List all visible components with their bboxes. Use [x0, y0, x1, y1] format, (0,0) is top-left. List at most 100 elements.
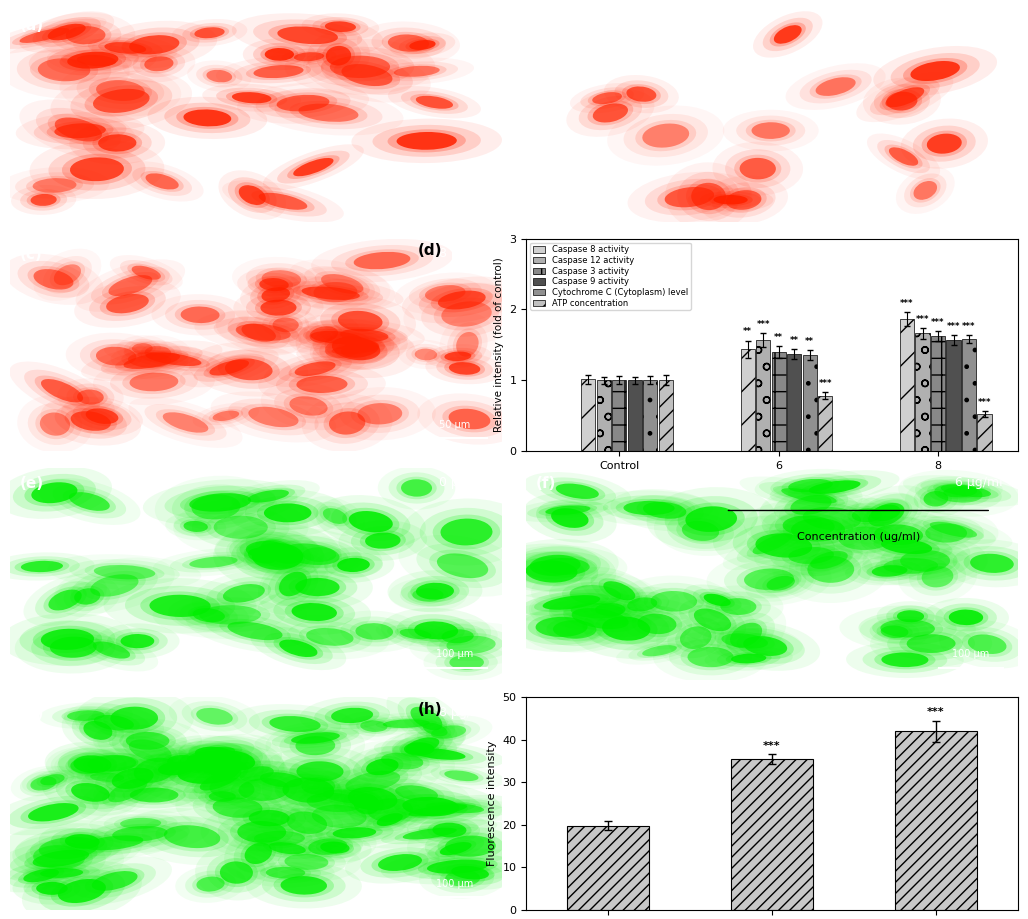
Ellipse shape: [858, 498, 912, 528]
Ellipse shape: [94, 719, 203, 763]
Ellipse shape: [73, 387, 108, 407]
Ellipse shape: [361, 847, 440, 878]
Ellipse shape: [704, 646, 793, 671]
Ellipse shape: [539, 504, 597, 516]
Bar: [978, 414, 992, 451]
Ellipse shape: [425, 345, 491, 369]
Ellipse shape: [570, 83, 645, 113]
Ellipse shape: [162, 413, 209, 433]
Ellipse shape: [845, 556, 934, 585]
Ellipse shape: [241, 833, 333, 863]
Ellipse shape: [341, 64, 393, 86]
Ellipse shape: [550, 596, 645, 624]
Ellipse shape: [195, 845, 278, 901]
Ellipse shape: [909, 516, 984, 550]
Text: 100 μm: 100 μm: [437, 879, 474, 889]
Ellipse shape: [406, 703, 447, 734]
Ellipse shape: [636, 499, 693, 521]
Ellipse shape: [243, 766, 320, 793]
Ellipse shape: [155, 822, 229, 852]
Ellipse shape: [603, 495, 695, 521]
Ellipse shape: [178, 747, 249, 774]
Ellipse shape: [47, 24, 85, 40]
Ellipse shape: [923, 598, 1008, 637]
Ellipse shape: [770, 473, 851, 498]
Ellipse shape: [169, 753, 273, 807]
Ellipse shape: [376, 621, 455, 647]
Ellipse shape: [444, 652, 489, 672]
Ellipse shape: [348, 511, 393, 532]
Ellipse shape: [184, 521, 208, 532]
Ellipse shape: [104, 823, 176, 844]
Ellipse shape: [323, 789, 374, 803]
Ellipse shape: [65, 834, 100, 849]
Ellipse shape: [381, 732, 457, 766]
Ellipse shape: [186, 607, 324, 654]
Ellipse shape: [446, 636, 495, 653]
Ellipse shape: [146, 352, 201, 366]
Ellipse shape: [289, 758, 351, 785]
Ellipse shape: [260, 865, 311, 880]
Ellipse shape: [258, 277, 404, 310]
Bar: [628, 380, 641, 451]
Ellipse shape: [414, 348, 437, 360]
Ellipse shape: [142, 816, 243, 857]
Ellipse shape: [262, 714, 328, 734]
Ellipse shape: [320, 505, 351, 527]
Ellipse shape: [847, 506, 886, 524]
Ellipse shape: [109, 28, 199, 62]
Ellipse shape: [0, 789, 116, 835]
Ellipse shape: [381, 794, 528, 822]
Ellipse shape: [327, 610, 421, 652]
Ellipse shape: [397, 132, 456, 150]
Ellipse shape: [953, 546, 1028, 581]
Ellipse shape: [87, 38, 162, 59]
Ellipse shape: [20, 99, 138, 160]
Ellipse shape: [536, 617, 588, 637]
Ellipse shape: [265, 721, 365, 769]
Ellipse shape: [180, 519, 212, 534]
Ellipse shape: [717, 650, 780, 667]
Ellipse shape: [284, 393, 333, 418]
Text: 8 μg/ml: 8 μg/ml: [439, 247, 487, 260]
Ellipse shape: [635, 119, 696, 152]
Ellipse shape: [395, 786, 438, 801]
Ellipse shape: [367, 799, 413, 822]
Ellipse shape: [145, 346, 171, 360]
Ellipse shape: [915, 476, 1002, 510]
Ellipse shape: [831, 523, 900, 553]
Ellipse shape: [910, 178, 941, 203]
Ellipse shape: [523, 472, 631, 510]
Ellipse shape: [256, 795, 358, 851]
Ellipse shape: [515, 608, 609, 645]
Ellipse shape: [79, 718, 117, 743]
Ellipse shape: [24, 868, 59, 882]
Ellipse shape: [622, 85, 661, 104]
Ellipse shape: [434, 347, 482, 365]
Ellipse shape: [50, 637, 97, 658]
Ellipse shape: [89, 286, 166, 321]
Ellipse shape: [400, 629, 432, 640]
Ellipse shape: [75, 834, 152, 853]
Ellipse shape: [362, 819, 498, 848]
Ellipse shape: [323, 508, 347, 524]
Ellipse shape: [226, 90, 278, 105]
Ellipse shape: [352, 119, 502, 163]
Ellipse shape: [0, 467, 112, 519]
Ellipse shape: [87, 754, 137, 772]
Ellipse shape: [214, 317, 313, 347]
Ellipse shape: [268, 842, 305, 855]
Ellipse shape: [208, 765, 234, 777]
Ellipse shape: [283, 777, 334, 803]
Ellipse shape: [93, 131, 142, 154]
Ellipse shape: [402, 798, 508, 817]
Ellipse shape: [417, 800, 492, 814]
Ellipse shape: [565, 598, 687, 659]
Ellipse shape: [632, 583, 715, 619]
Ellipse shape: [186, 751, 241, 770]
Ellipse shape: [944, 486, 978, 497]
Ellipse shape: [784, 492, 838, 518]
Ellipse shape: [877, 623, 913, 640]
Ellipse shape: [416, 543, 509, 588]
Ellipse shape: [783, 515, 853, 545]
